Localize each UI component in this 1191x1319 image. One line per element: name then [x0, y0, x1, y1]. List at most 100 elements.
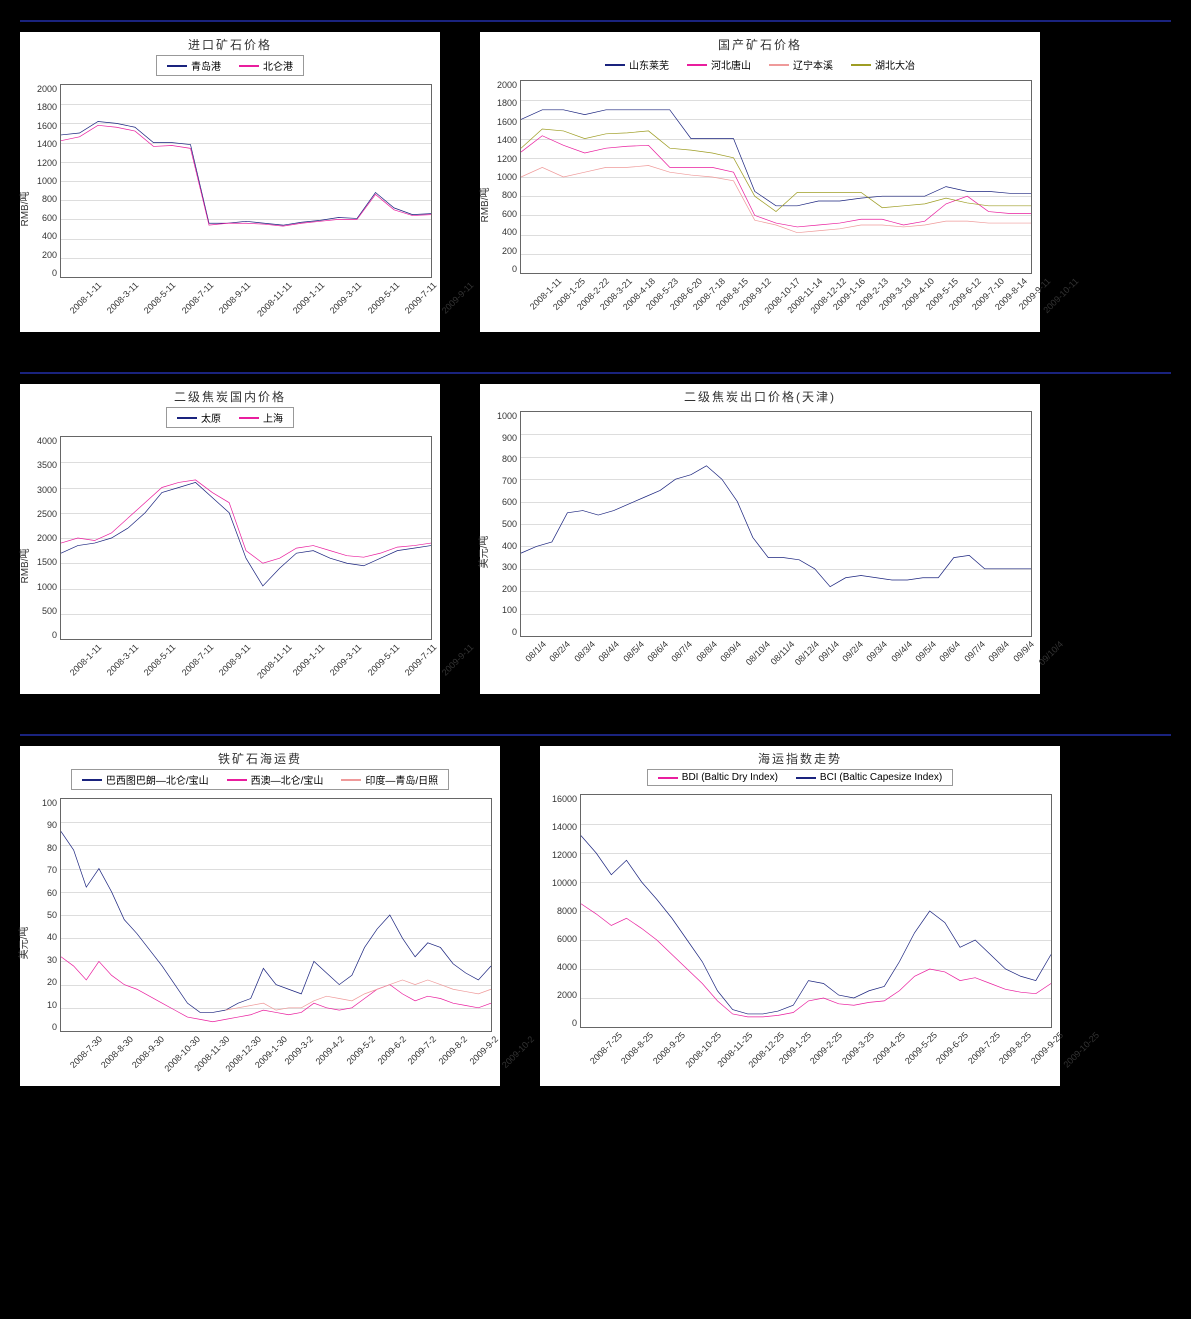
y-tick: 1200 [20, 158, 57, 168]
series-svg [61, 85, 431, 277]
y-tick: 0 [480, 264, 517, 274]
y-tick: 200 [480, 246, 517, 256]
plot: RMB/吨40003500300025002000150010005000200… [20, 432, 440, 700]
legend-item: 印度—青岛/日照 [341, 772, 438, 787]
series-line-1 [581, 836, 1051, 1014]
legend: 山东莱芜 河北唐山 辽宁本溪 湖北大冶 [480, 55, 1040, 76]
legend: 青岛港 北仑港 [156, 55, 304, 76]
y-tick: 1500 [20, 557, 57, 567]
legend-swatch [796, 777, 816, 779]
chart-2: 二级焦炭国内价格太原上海RMB/吨40003500300025002000150… [20, 384, 440, 694]
series-line-0 [521, 110, 1031, 206]
legend-item: 上海 [239, 410, 283, 425]
legend-label: 上海 [263, 410, 283, 425]
y-tick: 0 [20, 630, 57, 640]
y-tick: 3000 [20, 485, 57, 495]
chart-4: 铁矿石海运费巴西图巴朗—北仑/宝山西澳—北仑/宝山印度—青岛/日照美元/吨100… [20, 746, 500, 1086]
legend-item: 湖北大冶 [851, 57, 915, 72]
legend-label: 河北唐山 [711, 57, 751, 72]
chart-title: 海运指数走势 [540, 746, 1060, 769]
y-tick: 2000 [480, 80, 517, 90]
series-line-0 [521, 466, 1031, 587]
x-ticks: 2008-7-252008-8-252008-9-252008-10-25200… [580, 1028, 1052, 1088]
legend-item: 山东莱芜 [605, 57, 669, 72]
series-line-1 [61, 480, 431, 563]
legend-label: 山东莱芜 [629, 57, 669, 72]
y-tick: 600 [20, 213, 57, 223]
legend-swatch [177, 417, 197, 419]
x-ticks: 2008-1-112008-3-112008-5-112008-7-112008… [60, 640, 432, 700]
chart-row-2: 铁矿石海运费巴西图巴朗—北仑/宝山西澳—北仑/宝山印度—青岛/日照美元/吨100… [20, 734, 1171, 1086]
y-tick: 2000 [20, 84, 57, 94]
y-tick: 4000 [20, 436, 57, 446]
legend-label: 青岛港 [191, 58, 221, 73]
series-line-1 [521, 136, 1031, 227]
y-tick: 10 [20, 1000, 57, 1010]
y-tick: 700 [480, 476, 517, 486]
series-line-1 [61, 125, 431, 226]
legend-item: 河北唐山 [687, 57, 751, 72]
y-tick: 1400 [20, 139, 57, 149]
chart-5: 海运指数走势 BDI (Baltic Dry Index) BCI (Baltic … [540, 746, 1060, 1086]
series-line-0 [61, 482, 431, 586]
y-ticks: 2000180016001400120010008006004002000 [480, 80, 520, 274]
y-tick: 70 [20, 865, 57, 875]
y-tick: 1000 [20, 176, 57, 186]
y-tick: 30 [20, 955, 57, 965]
y-tick: 12000 [540, 850, 577, 860]
legend-swatch [239, 65, 259, 67]
legend-item: 西澳—北仑/宝山 [227, 772, 324, 787]
legend-swatch [687, 64, 707, 66]
legend-swatch [167, 65, 187, 67]
y-tick: 600 [480, 209, 517, 219]
legend-label: 巴西图巴朗—北仑/宝山 [106, 772, 209, 787]
chart-3: 二级焦炭出口价格(天津)美元/吨100090080070060050040030… [480, 384, 1040, 694]
y-tick: 200 [480, 584, 517, 594]
chart-title: 铁矿石海运费 [20, 746, 500, 769]
plot: 美元/吨10090807060504030201002008-7-302008-… [20, 794, 500, 1092]
legend-label: 湖北大冶 [875, 57, 915, 72]
legend-item: 巴西图巴朗—北仑/宝山 [82, 772, 209, 787]
y-tick: 400 [480, 227, 517, 237]
y-tick: 0 [480, 627, 517, 637]
legend-item: 青岛港 [167, 58, 221, 73]
y-tick: 1600 [480, 117, 517, 127]
series-svg [581, 795, 1051, 1027]
y-tick: 400 [480, 541, 517, 551]
legend-label: BCI (Baltic Capesize Index) [820, 772, 942, 783]
series-line-2 [225, 980, 491, 1010]
plot: RMB/吨20001800160014001200100080060040020… [20, 80, 440, 338]
legend-label: BDI (Baltic Dry Index) [682, 772, 778, 783]
legend-item: BCI (Baltic Capesize Index) [796, 772, 942, 783]
legend: BDI (Baltic Dry Index) BCI (Baltic Capesi… [647, 769, 953, 786]
y-tick: 500 [20, 606, 57, 616]
plot: RMB/吨20001800160014001200100080060040020… [480, 76, 1040, 334]
y-tick: 800 [480, 454, 517, 464]
series-line-0 [581, 904, 1051, 1017]
legend: 巴西图巴朗—北仑/宝山 西澳—北仑/宝山 印度—青岛/日照 [71, 769, 449, 790]
legend-label: 太原 [201, 410, 221, 425]
legend-label: 印度—青岛/日照 [365, 772, 438, 787]
y-tick: 1800 [20, 102, 57, 112]
series-svg [521, 412, 1031, 636]
y-tick: 600 [480, 497, 517, 507]
series-line-2 [521, 165, 1031, 232]
plot-area [60, 436, 432, 640]
y-tick: 2000 [540, 990, 577, 1000]
legend-item: BDI (Baltic Dry Index) [658, 772, 778, 783]
chart-title: 国产矿石价格 [480, 32, 1040, 55]
y-tick: 800 [480, 190, 517, 200]
series-svg [61, 799, 491, 1031]
legend-swatch [769, 64, 789, 66]
y-tick: 0 [540, 1018, 577, 1028]
legend-item: 北仑港 [239, 58, 293, 73]
chart-1: 国产矿石价格山东莱芜河北唐山辽宁本溪湖北大冶RMB/吨2000180016001… [480, 32, 1040, 332]
legend-label: 辽宁本溪 [793, 57, 833, 72]
legend-swatch [851, 64, 871, 66]
y-tick: 8000 [540, 906, 577, 916]
y-ticks: 2000180016001400120010008006004002000 [20, 84, 60, 278]
legend-swatch [82, 779, 102, 781]
y-tick: 90 [20, 820, 57, 830]
chart-row-1: 二级焦炭国内价格太原上海RMB/吨40003500300025002000150… [20, 372, 1171, 694]
legend-swatch [658, 777, 678, 779]
